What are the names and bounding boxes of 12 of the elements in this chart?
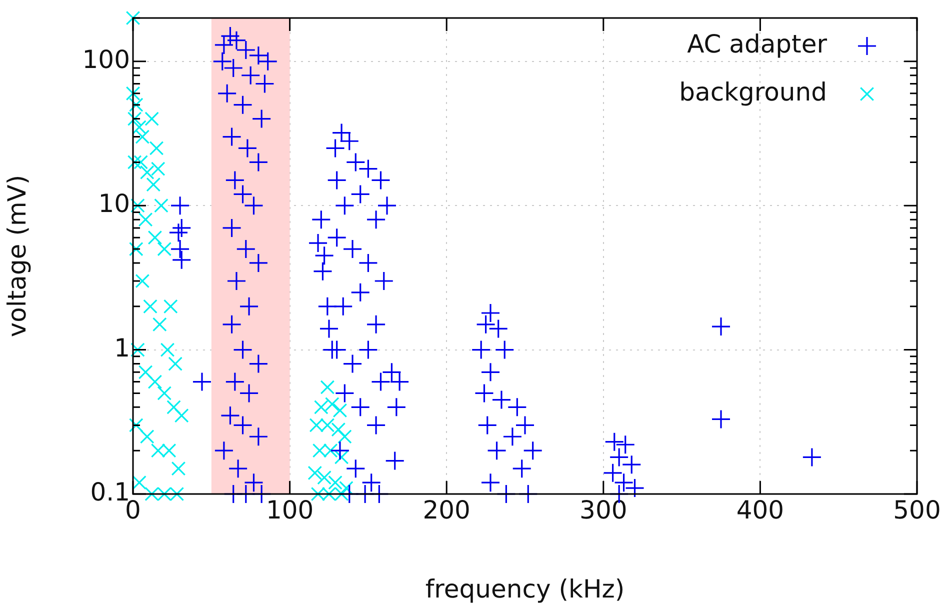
x-tick-label: 200 bbox=[422, 496, 470, 524]
legend-label: background bbox=[679, 78, 827, 106]
legend-label: AC adapter bbox=[687, 30, 828, 58]
x-tick-label: 100 bbox=[266, 496, 314, 524]
x-tick-label: 300 bbox=[580, 496, 628, 524]
y-tick-label: 10 bbox=[98, 189, 130, 218]
x-tick-label: 500 bbox=[893, 496, 941, 524]
y-axis-title: voltage (mV) bbox=[2, 174, 32, 338]
x-tick-label: 400 bbox=[736, 496, 784, 524]
y-tick-label: 100 bbox=[82, 44, 130, 74]
y-tick-label: 1 bbox=[114, 333, 130, 362]
x-axis-title: frequency (kHz) bbox=[425, 574, 625, 604]
